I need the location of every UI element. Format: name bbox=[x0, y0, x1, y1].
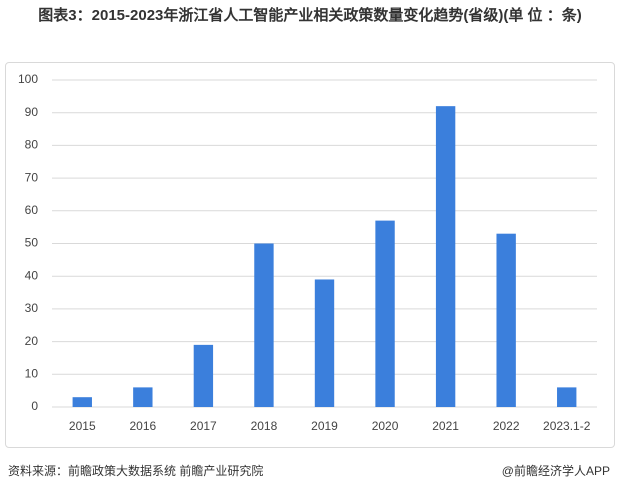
y-tick-label: 30 bbox=[25, 301, 39, 315]
bar bbox=[435, 106, 456, 407]
y-tick-label: 60 bbox=[25, 203, 39, 217]
x-tick-label: 2018 bbox=[251, 419, 278, 433]
bar bbox=[133, 387, 153, 407]
x-tick-label: 2015 bbox=[69, 419, 96, 433]
brand-note: @前瞻经济学人APP bbox=[501, 464, 610, 478]
x-tick-label: 2021 bbox=[432, 419, 459, 433]
chart: 0 10 20 30 40 50 60 70 80 90 100 2015 2016 2017 2018 20… bbox=[18, 72, 597, 433]
y-tick-label: 80 bbox=[25, 138, 39, 152]
y-tick-label: 90 bbox=[25, 105, 39, 119]
bar bbox=[72, 397, 92, 407]
bar bbox=[496, 233, 516, 407]
x-tick-label: 2016 bbox=[129, 419, 156, 433]
y-tick-label: 0 bbox=[31, 399, 38, 413]
x-tick-label: 2022 bbox=[493, 419, 520, 433]
bar bbox=[254, 243, 274, 407]
x-tick-label: 2023.1-2 bbox=[543, 419, 591, 433]
y-tick-label: 10 bbox=[25, 366, 39, 380]
bar bbox=[557, 387, 577, 407]
bar bbox=[314, 279, 335, 407]
chart-title: 图表3：2015-2023年浙江省人工智能产业相关政策数量变化趋势(省级)(单 … bbox=[38, 7, 582, 24]
y-tick-label: 40 bbox=[25, 268, 39, 282]
x-tick-label: 2020 bbox=[372, 419, 399, 433]
y-tick-label: 70 bbox=[25, 170, 39, 184]
chart-frame bbox=[5, 62, 615, 448]
bar bbox=[193, 344, 214, 407]
source-note: 资料来源：前瞻政策大数据系统 前瞻产业研究院 bbox=[8, 464, 264, 478]
x-tick-label: 2019 bbox=[311, 419, 338, 433]
bar bbox=[375, 220, 395, 407]
y-tick-label: 50 bbox=[25, 236, 39, 250]
x-tick-label: 2017 bbox=[190, 419, 217, 433]
y-tick-label: 100 bbox=[18, 72, 38, 86]
y-tick-label: 20 bbox=[25, 334, 39, 348]
